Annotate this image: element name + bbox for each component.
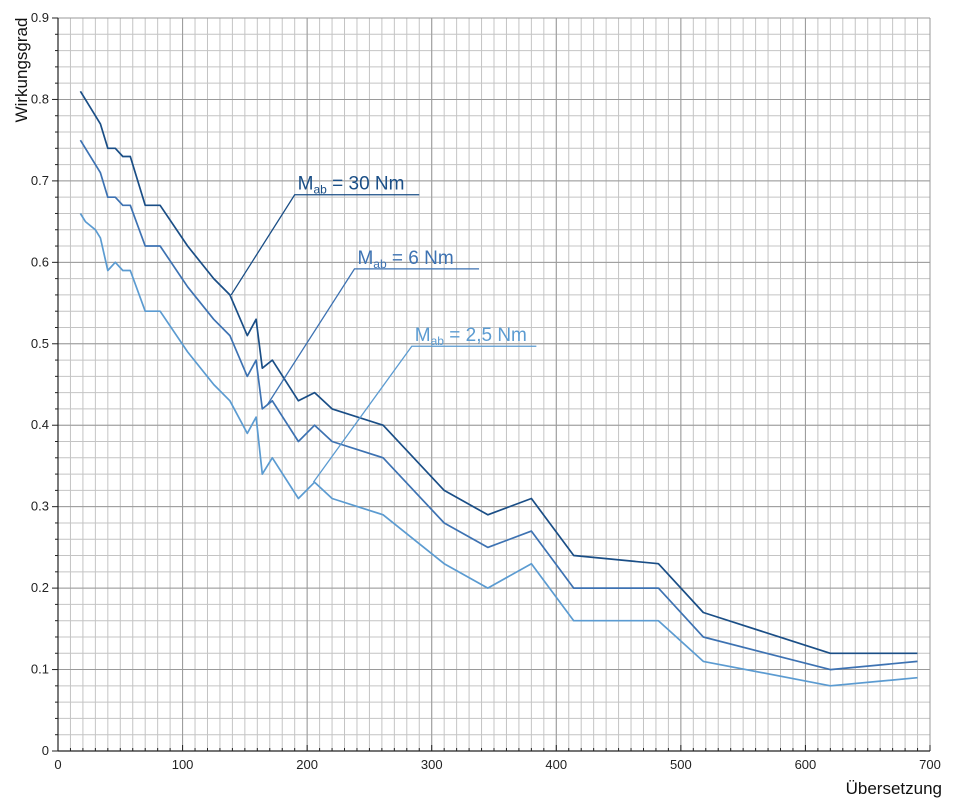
annotation-leader-2 xyxy=(266,268,480,406)
x-axis-label: Übersetzung xyxy=(846,779,942,798)
x-tick-label: 400 xyxy=(545,757,567,772)
y-tick-label: 0.9 xyxy=(31,10,49,25)
y-tick-label: 0.6 xyxy=(31,254,49,269)
x-tick-label: 0 xyxy=(54,757,61,772)
annotation-leader-1 xyxy=(230,194,420,296)
x-tick-label: 700 xyxy=(919,757,941,772)
annotation-leader-3 xyxy=(312,345,537,483)
minor-grid xyxy=(57,17,931,752)
y-tick-label: 0.2 xyxy=(31,580,49,595)
annotation-label-2: Mab = 6 Nm xyxy=(357,248,453,271)
annotation-label-1: Mab = 30 Nm xyxy=(298,174,405,197)
x-axis-tick-labels: 0 100 200 300 400 500 600 700 xyxy=(54,757,940,772)
y-tick-label: 0.4 xyxy=(31,417,49,432)
annotation-label-3: Mab = 2,5 Nm xyxy=(415,325,527,348)
x-tick-label: 200 xyxy=(296,757,318,772)
y-tick-label: 0.7 xyxy=(31,173,49,188)
major-grid xyxy=(57,17,931,752)
annotations: Mab = 30 Nm Mab = 6 Nm Mab = 2,5 Nm xyxy=(230,174,537,483)
x-tick-label: 300 xyxy=(421,757,443,772)
series-lines xyxy=(79,90,918,687)
series-line-1 xyxy=(79,90,918,655)
y-tick-label: 0.3 xyxy=(31,499,49,514)
x-tick-label: 600 xyxy=(795,757,817,772)
series-line-3 xyxy=(79,213,918,687)
axes xyxy=(52,17,931,752)
y-tick-label: 0.1 xyxy=(31,662,49,677)
y-axis-label: Wirkungsgrad xyxy=(12,18,31,123)
x-tick-label: 100 xyxy=(172,757,194,772)
x-tick-label: 500 xyxy=(670,757,692,772)
y-tick-label: 0.5 xyxy=(31,336,49,351)
series-line-2 xyxy=(79,139,918,671)
y-tick-label: 0 xyxy=(42,743,49,758)
y-tick-label: 0.8 xyxy=(31,91,49,106)
y-axis-tick-labels: 0 0.1 0.2 0.3 0.4 0.5 0.6 0.7 0.8 0.9 xyxy=(31,10,49,758)
